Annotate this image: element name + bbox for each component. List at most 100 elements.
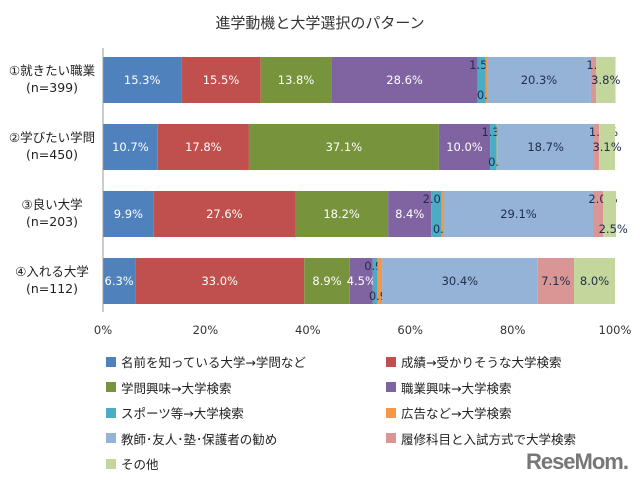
legend-swatch — [386, 382, 396, 392]
x-tick-label: 100% — [599, 323, 632, 337]
bar-segment — [295, 191, 389, 237]
category-label-line: (n=399) — [25, 80, 78, 95]
data-label: 4.5% — [347, 274, 376, 288]
legend-swatch — [386, 356, 396, 367]
legend-swatch — [106, 382, 116, 392]
x-tick-label: 0% — [94, 323, 112, 337]
legend-item: スポーツ等→大学検索 — [106, 403, 244, 422]
x-tick-label: 20% — [193, 323, 219, 337]
category-label-line: ②学びたい学問 — [8, 130, 96, 145]
legend-item: 成績→受かりそうな大学検索 — [386, 352, 561, 371]
bar-segment — [388, 191, 432, 237]
legend-label: その他 — [121, 457, 159, 472]
bar-segment — [382, 258, 538, 304]
bar-segment — [438, 124, 491, 170]
bar-segment — [441, 191, 444, 237]
bar-segment — [487, 57, 591, 103]
resemom-logo: ReseMom. — [525, 449, 629, 474]
bar-segment — [485, 57, 487, 103]
category-label-line: (n=450) — [25, 147, 78, 162]
bar-segment — [103, 258, 136, 304]
bar-segment — [103, 191, 154, 237]
bar-segment — [496, 124, 498, 170]
data-label: 18.2% — [323, 207, 360, 221]
legend-item: 職業興味→大学検索 — [386, 378, 511, 397]
data-label: 10.7% — [112, 140, 149, 154]
legend-label: 名前を知っている大学→学問など — [121, 355, 306, 370]
legend-swatch — [106, 356, 116, 367]
bar-segment — [596, 57, 616, 103]
bar-segment — [157, 124, 249, 170]
bar-segment — [331, 57, 478, 103]
data-label: 2.5% — [599, 222, 628, 236]
legend-swatch — [106, 407, 116, 418]
data-label: 8.4% — [395, 207, 424, 221]
bar-segment — [248, 124, 439, 170]
data-label: 3.8% — [591, 73, 620, 87]
data-label: 29.1% — [500, 207, 537, 221]
data-label: 15.5% — [203, 73, 240, 87]
bar-segment — [593, 124, 600, 170]
bar-segment — [490, 124, 497, 170]
bar-segment — [431, 191, 442, 237]
bar-segment — [103, 124, 158, 170]
bar-segment — [497, 124, 594, 170]
x-tick-label: 40% — [295, 323, 321, 337]
category-label-line: ④入れる大学 — [15, 264, 89, 279]
data-label: 7.1% — [541, 274, 570, 288]
data-label: 37.1% — [326, 140, 363, 154]
legend-swatch — [386, 407, 396, 418]
category-label-line: (n=203) — [25, 214, 78, 229]
data-label: 3.1% — [592, 140, 621, 154]
legend-label: 履修科目と入試方式で大学検索 — [401, 431, 577, 447]
data-label: 8.0% — [580, 274, 609, 288]
bar-segment — [135, 258, 305, 304]
bar-segment — [574, 258, 615, 304]
legend-label: 成績→受かりそうな大学検索 — [401, 355, 562, 370]
data-label: 18.7% — [527, 140, 564, 154]
data-label: 13.8% — [278, 73, 315, 87]
legend-label: 広告など→大学検索 — [401, 406, 512, 421]
bar-segment — [592, 191, 604, 237]
legend-item: 名前を知っている大学→学問など — [106, 352, 306, 371]
bar-segment — [181, 57, 261, 103]
data-label: 15.3% — [124, 73, 161, 87]
data-label: 17.8% — [185, 140, 222, 154]
category-label-line: ③良い大学 — [21, 197, 83, 212]
legend-label: スポーツ等→大学検索 — [121, 406, 244, 421]
category-label-line: (n=112) — [25, 281, 78, 296]
bar-segment — [477, 57, 486, 103]
bar-segment — [590, 57, 597, 103]
legend-label: 学問興味→大学検索 — [121, 380, 232, 396]
bar-segment — [599, 124, 615, 170]
legend-label: 教師･友人･塾･保護者の勧め — [121, 431, 278, 447]
bar-segment — [603, 191, 617, 237]
bar-segment — [377, 258, 383, 304]
legend-item: その他 — [106, 454, 159, 473]
x-tick-label: 60% — [397, 323, 423, 337]
bar-segment — [537, 258, 575, 304]
data-label: 30.4% — [442, 274, 479, 288]
category-label: ③良い大学 (n=203) — [2, 196, 102, 230]
legend-swatch — [106, 433, 116, 443]
category-label: ①就きたい職業 (n=399) — [2, 62, 102, 96]
legend-item: 教師･友人･塾･保護者の勧め — [106, 429, 277, 448]
legend-swatch — [106, 458, 116, 469]
data-label: 8.9% — [312, 274, 341, 288]
data-label: 6.3% — [105, 274, 134, 288]
bar-segment — [153, 191, 295, 237]
data-label: 27.6% — [206, 207, 243, 221]
bar-segment — [349, 258, 373, 304]
category-label-line: ①就きたい職業 — [8, 63, 96, 78]
legend-item: 広告など→大学検索 — [386, 403, 511, 422]
bar-segment — [304, 258, 350, 304]
legend-label: 職業興味→大学検索 — [401, 380, 512, 396]
category-label: ④入れる大学 (n=112) — [2, 263, 102, 297]
data-label: 10.0% — [446, 140, 483, 154]
x-tick-label: 80% — [500, 323, 526, 337]
data-label: 33.0% — [201, 274, 238, 288]
legend-item: 履修科目と入試方式で大学検索 — [386, 429, 576, 448]
bar-segment — [103, 57, 182, 103]
